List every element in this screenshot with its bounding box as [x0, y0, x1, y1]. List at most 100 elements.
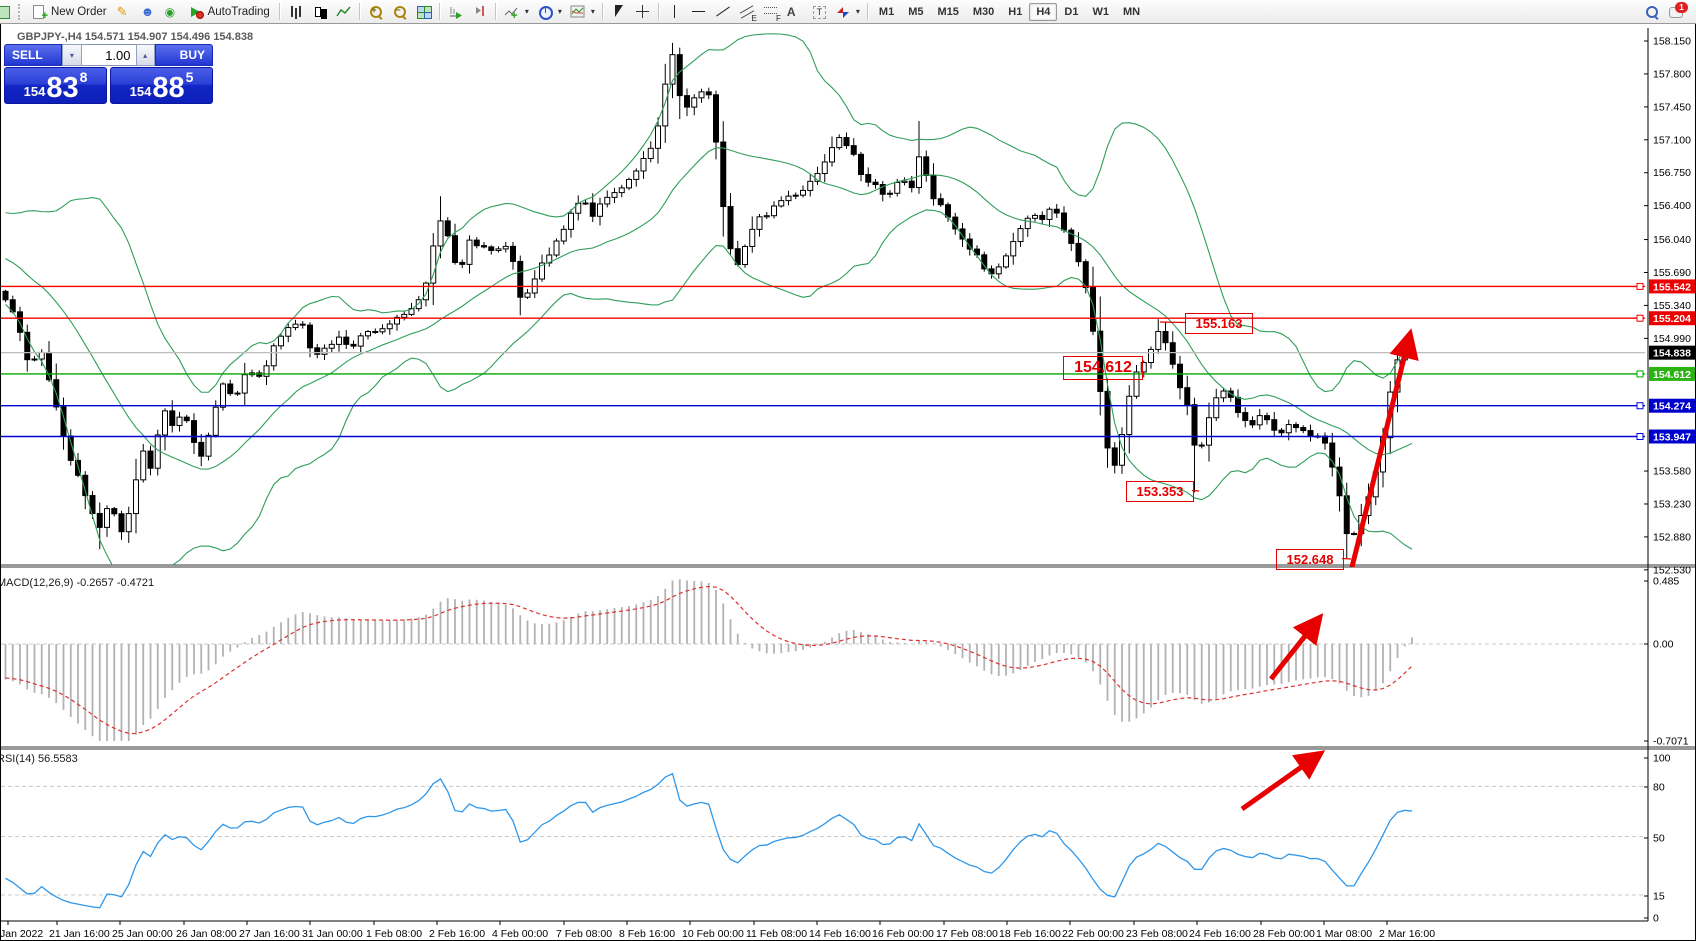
toolbar-grip [18, 3, 25, 20]
tf-w1[interactable]: W1 [1092, 5, 1109, 18]
search-icon [1644, 4, 1660, 20]
separator [494, 3, 497, 20]
buy-price-button[interactable]: 154 88 5 [110, 67, 213, 104]
vertical-line-button[interactable] [663, 1, 687, 22]
text-icon: A [786, 4, 796, 19]
new-chart-icon[interactable] [0, 1, 15, 22]
tile-windows-button[interactable] [412, 1, 436, 22]
trend-arrow[interactable] [1240, 750, 1326, 812]
sell-price-big: 83 [46, 72, 79, 104]
svg-text:0: 0 [1653, 913, 1659, 925]
tf-h1[interactable]: H1 [1008, 5, 1023, 18]
separator [358, 3, 361, 20]
trendline-icon [715, 4, 731, 20]
autotrading-icon [188, 4, 204, 20]
autotrading-label: AutoTrading [207, 5, 270, 18]
macd-label: MACD(12,26,9) -0.2657 -0.4721 [0, 577, 155, 589]
fibonacci-button[interactable]: F [759, 1, 783, 23]
svg-text:16 Feb 00:00: 16 Feb 00:00 [872, 928, 934, 940]
tf-d1[interactable]: D1 [1064, 5, 1079, 18]
tf-m30[interactable]: M30 [972, 5, 995, 18]
price-annotation[interactable]: 153.353 [1126, 481, 1194, 502]
crosshair-button[interactable] [631, 1, 655, 22]
search-button[interactable] [1640, 1, 1664, 22]
autotrading-button[interactable]: AutoTrading [185, 1, 276, 22]
line-chart-button[interactable] [332, 1, 356, 22]
svg-text:17 Feb 08:00: 17 Feb 08:00 [936, 928, 998, 940]
tf-m5[interactable]: M5 [908, 5, 924, 18]
svg-text:18 Feb 16:00: 18 Feb 16:00 [999, 928, 1061, 940]
volume-input[interactable] [81, 44, 136, 66]
signals-button[interactable]: ◉ [161, 1, 185, 22]
separator [278, 3, 281, 20]
sell-button[interactable]: SELL [4, 44, 63, 66]
svg-text:0.00: 0.00 [1653, 639, 1674, 651]
svg-text:100: 100 [1653, 753, 1671, 765]
fibonacci-icon: F [763, 4, 781, 23]
svg-text:-0.7071: -0.7071 [1653, 736, 1689, 748]
svg-text:157.800: 157.800 [1653, 68, 1691, 80]
svg-text:155.690: 155.690 [1653, 267, 1691, 279]
zoom-in-button[interactable]: + [364, 1, 388, 22]
price-annotation[interactable]: 155.163 [1185, 313, 1253, 334]
svg-text:14 Feb 16:00: 14 Feb 16:00 [809, 928, 871, 940]
add-indicator-button[interactable]: + ▾ [500, 1, 533, 22]
svg-text:155.204: 155.204 [1653, 313, 1691, 325]
price-annotation[interactable]: 154.612 [1063, 356, 1143, 380]
text-label-icon: T [811, 4, 827, 20]
buy-button[interactable]: BUY [154, 44, 213, 66]
svg-text:24 Feb 16:00: 24 Feb 16:00 [1189, 928, 1251, 940]
svg-text:26 Jan 08:00: 26 Jan 08:00 [176, 928, 237, 940]
chart-shift-button[interactable] [468, 1, 492, 22]
separator [438, 3, 441, 20]
svg-text:25 Jan 00:00: 25 Jan 00:00 [112, 928, 173, 940]
volume-increase-button[interactable]: ▴ [135, 44, 155, 66]
horizontal-line-button[interactable] [687, 1, 711, 22]
templates-button[interactable]: ▾ [566, 1, 599, 22]
arrows-button[interactable]: ▾ [831, 1, 864, 22]
metaeditor-button[interactable]: ✎ [113, 1, 137, 22]
tf-mn[interactable]: MN [1122, 5, 1141, 18]
equidistant-channel-button[interactable]: E [735, 1, 759, 23]
svg-text:154.274: 154.274 [1653, 401, 1691, 413]
text-button[interactable]: A [783, 1, 807, 22]
svg-text:50: 50 [1653, 833, 1665, 845]
tile-windows-icon [416, 4, 432, 20]
bar-chart-button[interactable] [284, 1, 308, 22]
trend-arrow[interactable] [1349, 328, 1419, 568]
new-order-button[interactable]: + New Order [28, 1, 113, 22]
svg-text:157.450: 157.450 [1653, 101, 1691, 113]
sell-price-button[interactable]: 154 83 8 [4, 67, 107, 104]
separator [657, 3, 660, 20]
tf-m15[interactable]: M15 [937, 5, 959, 18]
periods-icon [537, 4, 553, 20]
trendline-button[interactable] [711, 1, 735, 22]
chat-button[interactable]: 1 [1664, 1, 1688, 22]
trend-arrow[interactable] [1269, 613, 1324, 681]
svg-text:7 Feb 08:00: 7 Feb 08:00 [556, 928, 612, 940]
new-order-label: New Order [51, 5, 107, 18]
buy-price-base: 154 [129, 84, 152, 99]
volume-decrease-button[interactable]: ▾ [62, 44, 82, 66]
svg-text:+: + [511, 10, 517, 20]
candlestick-chart-button[interactable] [308, 1, 332, 22]
svg-text:15: 15 [1653, 891, 1665, 903]
bar-chart-icon [288, 4, 304, 20]
price-annotation[interactable]: 152.648 [1276, 549, 1344, 570]
svg-text:156.040: 156.040 [1653, 234, 1691, 246]
chart-title: GBPJPY-,H4 154.571 154.907 154.496 154.8… [17, 31, 254, 43]
tf-m1[interactable]: M1 [878, 5, 895, 18]
auto-scroll-button[interactable] [444, 1, 468, 22]
cursor-button[interactable] [607, 1, 631, 22]
profile-button[interactable]: ☻ [137, 1, 161, 22]
text-label-button[interactable]: T [807, 1, 831, 22]
signals-icon: ◉ [164, 4, 176, 19]
chart-window [0, 23, 1696, 941]
periods-button[interactable]: ▾ [533, 1, 566, 22]
separator [866, 3, 869, 20]
zoom-out-button[interactable]: − [388, 1, 412, 22]
tf-h4[interactable]: H4 [1029, 2, 1058, 21]
